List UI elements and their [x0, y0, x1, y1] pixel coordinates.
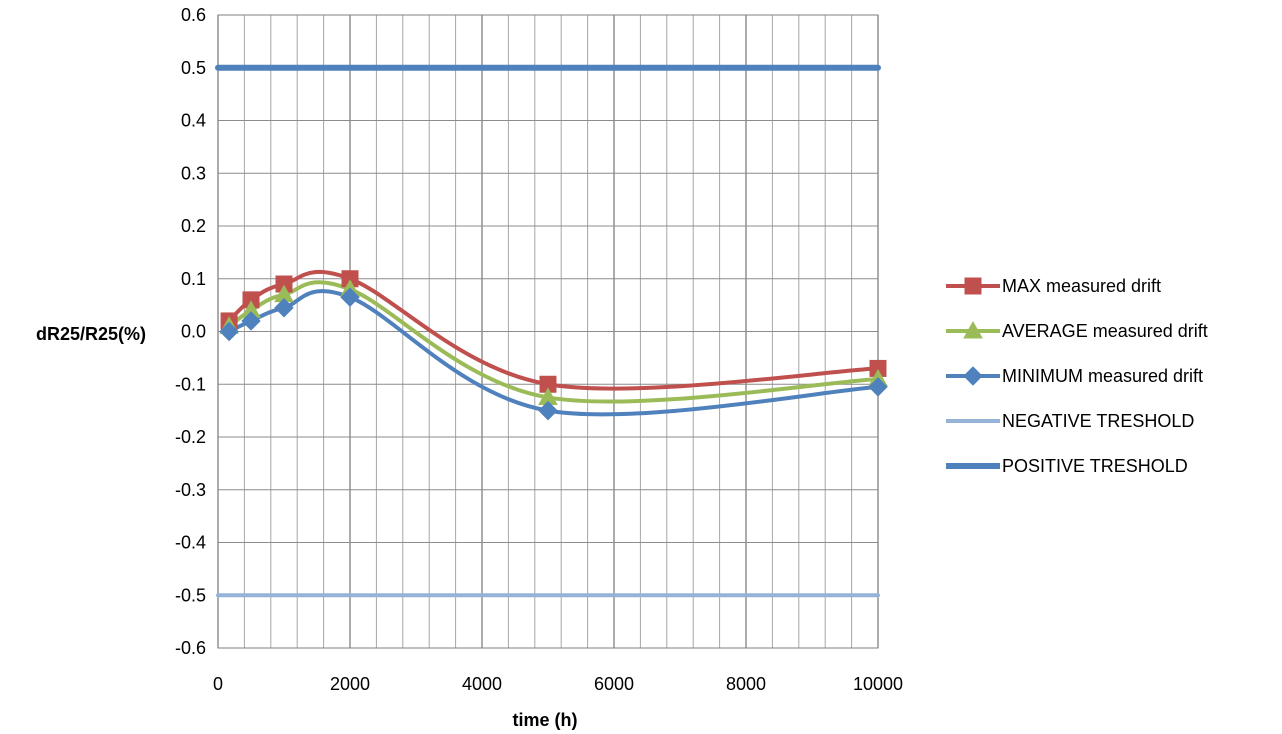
- legend-item: MAX measured drift: [946, 276, 1161, 296]
- legend-item: NEGATIVE TRESHOLD: [946, 411, 1194, 431]
- plot-area: [217, 14, 879, 649]
- data-point-diamond: [274, 298, 294, 318]
- y-tick-label: 0.3: [181, 163, 206, 183]
- x-tick-label: 10000: [853, 674, 903, 694]
- y-tick-label: -0.3: [175, 480, 206, 500]
- y-axis-title: dR25/R25(%): [36, 324, 146, 344]
- grid: [217, 14, 879, 649]
- legend-label: POSITIVE TRESHOLD: [1002, 456, 1188, 476]
- x-tick-label: 0: [213, 674, 223, 694]
- legend-item: AVERAGE measured drift: [946, 320, 1208, 341]
- series-markers: [219, 270, 888, 421]
- legend-marker: [964, 277, 982, 295]
- legend-label: MINIMUM measured drift: [1002, 366, 1203, 386]
- y-tick-label: -0.1: [175, 374, 206, 394]
- legend-item: MINIMUM measured drift: [946, 366, 1203, 386]
- y-tick-label: 0.5: [181, 58, 206, 78]
- data-point-diamond: [868, 377, 888, 397]
- y-tick-label: -0.6: [175, 638, 206, 658]
- legend-label: NEGATIVE TRESHOLD: [1002, 411, 1194, 431]
- y-tick-label: -0.5: [175, 585, 206, 605]
- x-tick-label: 8000: [726, 674, 766, 694]
- legend: MAX measured drift AVERAGE measured drift…: [946, 276, 1208, 476]
- y-axis-ticks: 0.6 0.5 0.4 0.3 0.2 0.1 0.0 -0.1 -0.2 -0.3 -0.4 -0.…: [175, 5, 206, 658]
- y-tick-label: 0.4: [181, 111, 206, 131]
- x-tick-label: 4000: [462, 674, 502, 694]
- legend-item: POSITIVE TRESHOLD: [946, 456, 1188, 476]
- data-point-diamond: [241, 311, 261, 331]
- data-point-diamond: [219, 321, 239, 342]
- legend-label: MAX measured drift: [1002, 276, 1161, 296]
- y-tick-label: 0.6: [181, 5, 206, 25]
- legend-marker: [963, 366, 983, 386]
- y-tick-label: -0.2: [175, 427, 206, 447]
- legend-marker: [963, 320, 983, 339]
- y-tick-label: 0.0: [181, 322, 206, 342]
- x-axis-title: time (h): [513, 710, 578, 730]
- x-tick-label: 2000: [330, 674, 370, 694]
- y-tick-label: -0.4: [175, 533, 206, 553]
- data-point-diamond: [340, 287, 360, 307]
- y-tick-label: 0.2: [181, 216, 206, 236]
- y-tick-label: 0.1: [181, 269, 206, 289]
- series-line-2: [227, 289, 880, 417]
- data-point-diamond: [538, 400, 558, 421]
- x-tick-label: 6000: [594, 674, 634, 694]
- legend-label: AVERAGE measured drift: [1002, 321, 1208, 341]
- x-axis-ticks: 0 2000 4000 6000 8000 10000: [213, 674, 903, 694]
